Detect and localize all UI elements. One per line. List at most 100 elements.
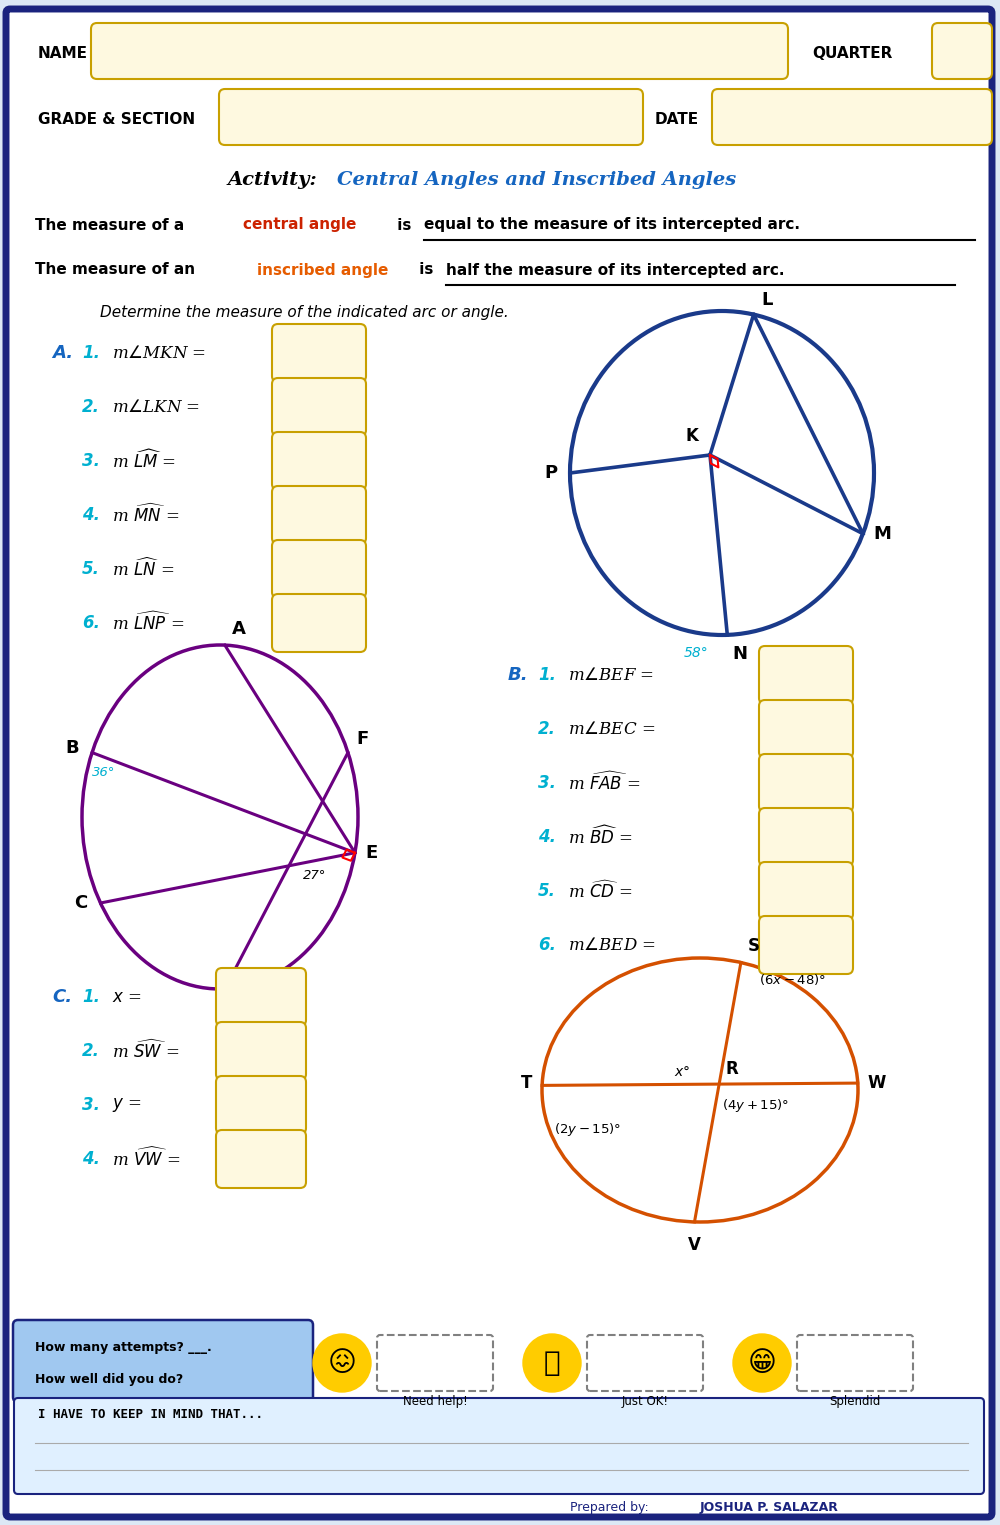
- FancyBboxPatch shape: [14, 1398, 984, 1494]
- Circle shape: [523, 1334, 581, 1392]
- Text: $(6x - 48)°$: $(6x - 48)°$: [759, 973, 826, 988]
- Text: 2.: 2.: [538, 720, 556, 738]
- Text: Need help!: Need help!: [403, 1394, 467, 1408]
- Text: 1.: 1.: [82, 345, 100, 361]
- Text: E: E: [365, 843, 377, 862]
- Text: $y$ =: $y$ =: [112, 1096, 142, 1113]
- Text: N: N: [732, 645, 747, 663]
- Text: 🙂: 🙂: [544, 1350, 560, 1377]
- Text: GRADE & SECTION: GRADE & SECTION: [38, 111, 195, 127]
- Text: $(4y + 15)°$: $(4y + 15)°$: [722, 1096, 789, 1115]
- Text: $x°$: $x°$: [674, 1064, 690, 1080]
- Text: P: P: [545, 464, 558, 482]
- Text: equal to the measure of its intercepted arc.: equal to the measure of its intercepted …: [424, 218, 800, 232]
- FancyBboxPatch shape: [272, 323, 366, 381]
- Text: B: B: [65, 738, 79, 756]
- Text: L: L: [762, 291, 773, 308]
- FancyBboxPatch shape: [587, 1334, 703, 1391]
- Text: m$\angle$BEF =: m$\angle$BEF =: [568, 666, 654, 683]
- FancyBboxPatch shape: [932, 23, 992, 79]
- Text: Just OK!: Just OK!: [621, 1394, 668, 1408]
- FancyBboxPatch shape: [272, 432, 366, 490]
- Text: 27°: 27°: [303, 869, 326, 881]
- Text: C.: C.: [52, 988, 72, 1007]
- FancyBboxPatch shape: [759, 700, 853, 758]
- Text: B.: B.: [508, 666, 529, 685]
- Circle shape: [313, 1334, 371, 1392]
- FancyBboxPatch shape: [272, 378, 366, 436]
- Text: 2.: 2.: [82, 398, 100, 416]
- FancyBboxPatch shape: [759, 862, 853, 920]
- Text: m$\angle$LKN =: m$\angle$LKN =: [112, 398, 200, 415]
- FancyBboxPatch shape: [91, 23, 788, 79]
- Text: Prepared by:: Prepared by:: [570, 1501, 649, 1513]
- Text: m $\widehat{LN}$ =: m $\widehat{LN}$ =: [112, 558, 174, 580]
- Text: 4.: 4.: [82, 506, 100, 525]
- Text: 😁: 😁: [748, 1350, 776, 1377]
- Text: 1.: 1.: [538, 666, 556, 685]
- Text: A.: A.: [52, 345, 73, 361]
- Text: 6.: 6.: [82, 615, 100, 631]
- Text: How many attempts? ___.: How many attempts? ___.: [35, 1342, 212, 1354]
- Text: V: V: [688, 1235, 701, 1254]
- Text: is: is: [392, 218, 417, 232]
- Text: m $\widehat{LM}$ =: m $\widehat{LM}$ =: [112, 450, 176, 473]
- Text: half the measure of its intercepted arc.: half the measure of its intercepted arc.: [446, 262, 784, 278]
- FancyBboxPatch shape: [6, 9, 992, 1517]
- Text: JOSHUA P. SALAZAR: JOSHUA P. SALAZAR: [700, 1501, 839, 1513]
- Text: m $\widehat{FAB}$ =: m $\widehat{FAB}$ =: [568, 772, 641, 795]
- Text: 1.: 1.: [82, 988, 100, 1007]
- Text: The measure of a: The measure of a: [35, 218, 190, 232]
- Text: central angle: central angle: [243, 218, 356, 232]
- Text: DATE: DATE: [655, 111, 699, 127]
- Text: I HAVE TO KEEP IN MIND THAT...: I HAVE TO KEEP IN MIND THAT...: [38, 1409, 263, 1421]
- Text: 6.: 6.: [538, 936, 556, 955]
- FancyBboxPatch shape: [216, 968, 306, 1026]
- Text: The measure of an: The measure of an: [35, 262, 200, 278]
- FancyBboxPatch shape: [759, 808, 853, 866]
- FancyBboxPatch shape: [797, 1334, 913, 1391]
- Text: m $\widehat{BD}$ =: m $\widehat{BD}$ =: [568, 825, 633, 848]
- Text: m$\angle$BEC =: m$\angle$BEC =: [568, 720, 655, 738]
- FancyBboxPatch shape: [216, 1022, 306, 1080]
- Text: 4.: 4.: [82, 1150, 100, 1168]
- Text: 5.: 5.: [82, 560, 100, 578]
- FancyBboxPatch shape: [216, 1077, 306, 1135]
- FancyBboxPatch shape: [216, 1130, 306, 1188]
- Text: m $\widehat{LNP}$ =: m $\widehat{LNP}$ =: [112, 612, 184, 634]
- Text: A: A: [232, 621, 246, 637]
- Text: Determine the measure of the indicated arc or angle.: Determine the measure of the indicated a…: [100, 305, 509, 320]
- Text: C: C: [74, 894, 87, 912]
- FancyBboxPatch shape: [272, 486, 366, 544]
- FancyBboxPatch shape: [759, 753, 853, 811]
- Text: 3.: 3.: [82, 451, 100, 470]
- FancyBboxPatch shape: [712, 88, 992, 145]
- Text: Activity:: Activity:: [228, 171, 318, 189]
- Text: NAME: NAME: [38, 46, 88, 61]
- Text: $x$ =: $x$ =: [112, 988, 142, 1005]
- Text: K: K: [685, 427, 698, 445]
- FancyBboxPatch shape: [13, 1321, 313, 1401]
- Text: m $\widehat{CD}$ =: m $\widehat{CD}$ =: [568, 880, 633, 901]
- Text: F: F: [356, 729, 368, 747]
- Text: How well did you do?: How well did you do?: [35, 1374, 183, 1386]
- Text: 3.: 3.: [82, 1096, 100, 1113]
- Text: QUARTER: QUARTER: [812, 46, 892, 61]
- Text: 4.: 4.: [538, 828, 556, 846]
- Text: is: is: [414, 262, 439, 278]
- FancyBboxPatch shape: [272, 540, 366, 598]
- Text: 58°: 58°: [683, 647, 708, 660]
- Text: 2.: 2.: [82, 1042, 100, 1060]
- Circle shape: [733, 1334, 791, 1392]
- Text: m $\widehat{VW}$ =: m $\widehat{VW}$ =: [112, 1148, 180, 1170]
- Text: 😖: 😖: [328, 1350, 356, 1377]
- Text: m $\widehat{SW}$ =: m $\widehat{SW}$ =: [112, 1040, 179, 1061]
- Text: Central Angles and Inscribed Angles: Central Angles and Inscribed Angles: [337, 171, 736, 189]
- FancyBboxPatch shape: [219, 88, 643, 145]
- Text: m$\angle$MKN =: m$\angle$MKN =: [112, 345, 206, 361]
- FancyBboxPatch shape: [272, 595, 366, 653]
- Text: m$\angle$BED =: m$\angle$BED =: [568, 936, 656, 953]
- Text: S: S: [748, 938, 760, 956]
- FancyBboxPatch shape: [759, 917, 853, 974]
- FancyBboxPatch shape: [759, 647, 853, 705]
